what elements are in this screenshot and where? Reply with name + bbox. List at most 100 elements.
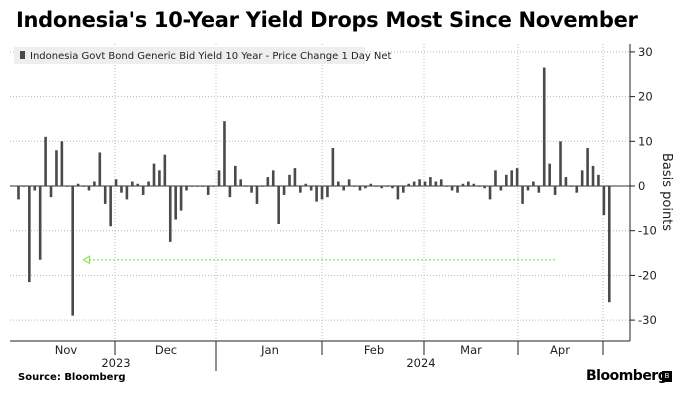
bar xyxy=(412,181,416,186)
bar xyxy=(65,186,69,187)
bar xyxy=(136,183,140,186)
bar xyxy=(570,186,573,187)
bar xyxy=(391,186,394,189)
y-tick-label: -10 xyxy=(638,224,657,238)
bar xyxy=(347,179,351,186)
x-tick-label-month: Dec xyxy=(155,343,177,357)
x-tick-label-year: 2023 xyxy=(101,356,130,370)
plot-background xyxy=(10,44,630,341)
bar xyxy=(158,170,161,186)
bar xyxy=(201,186,205,187)
bar xyxy=(282,186,286,195)
bar xyxy=(505,174,508,186)
x-tick-label-month: Jan xyxy=(260,343,279,357)
source-note: Source: Bloomberg xyxy=(18,372,126,383)
bar xyxy=(407,183,411,186)
x-tick-label-month: Feb xyxy=(364,343,384,357)
bar xyxy=(429,177,432,186)
bar xyxy=(607,186,611,303)
bar xyxy=(266,177,270,186)
bar xyxy=(309,186,313,191)
bar xyxy=(499,186,503,191)
bar xyxy=(271,170,275,186)
bar xyxy=(364,186,367,189)
bar xyxy=(17,186,20,200)
bar xyxy=(60,141,64,186)
bar xyxy=(55,150,58,186)
bar xyxy=(206,186,210,195)
bar xyxy=(423,181,427,186)
bar xyxy=(244,186,248,187)
bar xyxy=(559,141,562,186)
bar xyxy=(174,186,177,220)
bar xyxy=(358,186,362,191)
bar xyxy=(494,170,497,186)
bar xyxy=(342,186,345,191)
bar xyxy=(49,186,53,198)
bar xyxy=(179,186,183,211)
bar xyxy=(212,186,215,187)
bar xyxy=(537,186,541,193)
bar xyxy=(320,186,324,200)
bar xyxy=(239,179,243,186)
x-tick-label-month: Mar xyxy=(460,343,482,357)
bar xyxy=(147,181,150,186)
plot-area: Indonesia Govt Bond Generic Bid Yield 10… xyxy=(10,44,630,341)
bar xyxy=(261,186,264,187)
legend-entry: Indonesia Govt Bond Generic Bid Yield 10… xyxy=(30,51,392,62)
bar xyxy=(71,186,74,316)
x-axis: Nov Dec Jan Feb Mar Apr 2023 2024 xyxy=(10,340,630,371)
bar xyxy=(38,186,42,260)
bar xyxy=(326,186,329,198)
bar xyxy=(299,186,302,193)
bar xyxy=(483,186,486,189)
y-tick-label: 20 xyxy=(638,90,653,104)
bar xyxy=(331,148,335,186)
bar xyxy=(93,181,96,186)
bar xyxy=(44,136,47,186)
y-tick-label: 10 xyxy=(638,134,653,148)
bar xyxy=(532,181,535,186)
bar xyxy=(196,186,199,187)
bloomberg-terminal-icon: B xyxy=(662,371,672,382)
bar xyxy=(250,186,253,193)
bars xyxy=(17,67,611,316)
bar xyxy=(163,154,167,186)
bar xyxy=(141,186,145,195)
bar xyxy=(445,186,448,187)
x-tick-label-month: Nov xyxy=(55,343,78,357)
bar xyxy=(369,183,373,186)
bar xyxy=(33,186,37,191)
bar xyxy=(228,186,232,198)
bar xyxy=(223,121,226,186)
bar xyxy=(488,186,492,200)
bar xyxy=(385,186,389,187)
bar xyxy=(103,186,107,204)
bar xyxy=(114,179,118,186)
legend-box xyxy=(14,47,365,64)
bar xyxy=(472,183,476,186)
y-tick-label: -30 xyxy=(638,313,657,327)
bar xyxy=(190,186,194,187)
bar xyxy=(467,181,470,186)
bar xyxy=(82,186,85,187)
bar xyxy=(591,165,595,186)
bar xyxy=(315,186,318,202)
bar xyxy=(168,186,172,242)
bar xyxy=(22,186,26,187)
bar xyxy=(98,152,102,186)
bar xyxy=(152,163,156,186)
bar xyxy=(580,170,584,186)
bar xyxy=(586,148,589,186)
annotation-arrow xyxy=(82,255,556,265)
bar xyxy=(293,168,297,186)
y-tick-label: 30 xyxy=(638,45,653,59)
bar xyxy=(477,186,481,187)
legend: Indonesia Govt Bond Generic Bid Yield 10… xyxy=(14,47,392,64)
bar xyxy=(288,174,291,186)
bar xyxy=(396,186,400,200)
y-axis-label: Basis points xyxy=(659,153,674,231)
bar xyxy=(109,186,112,227)
bar xyxy=(217,170,221,186)
